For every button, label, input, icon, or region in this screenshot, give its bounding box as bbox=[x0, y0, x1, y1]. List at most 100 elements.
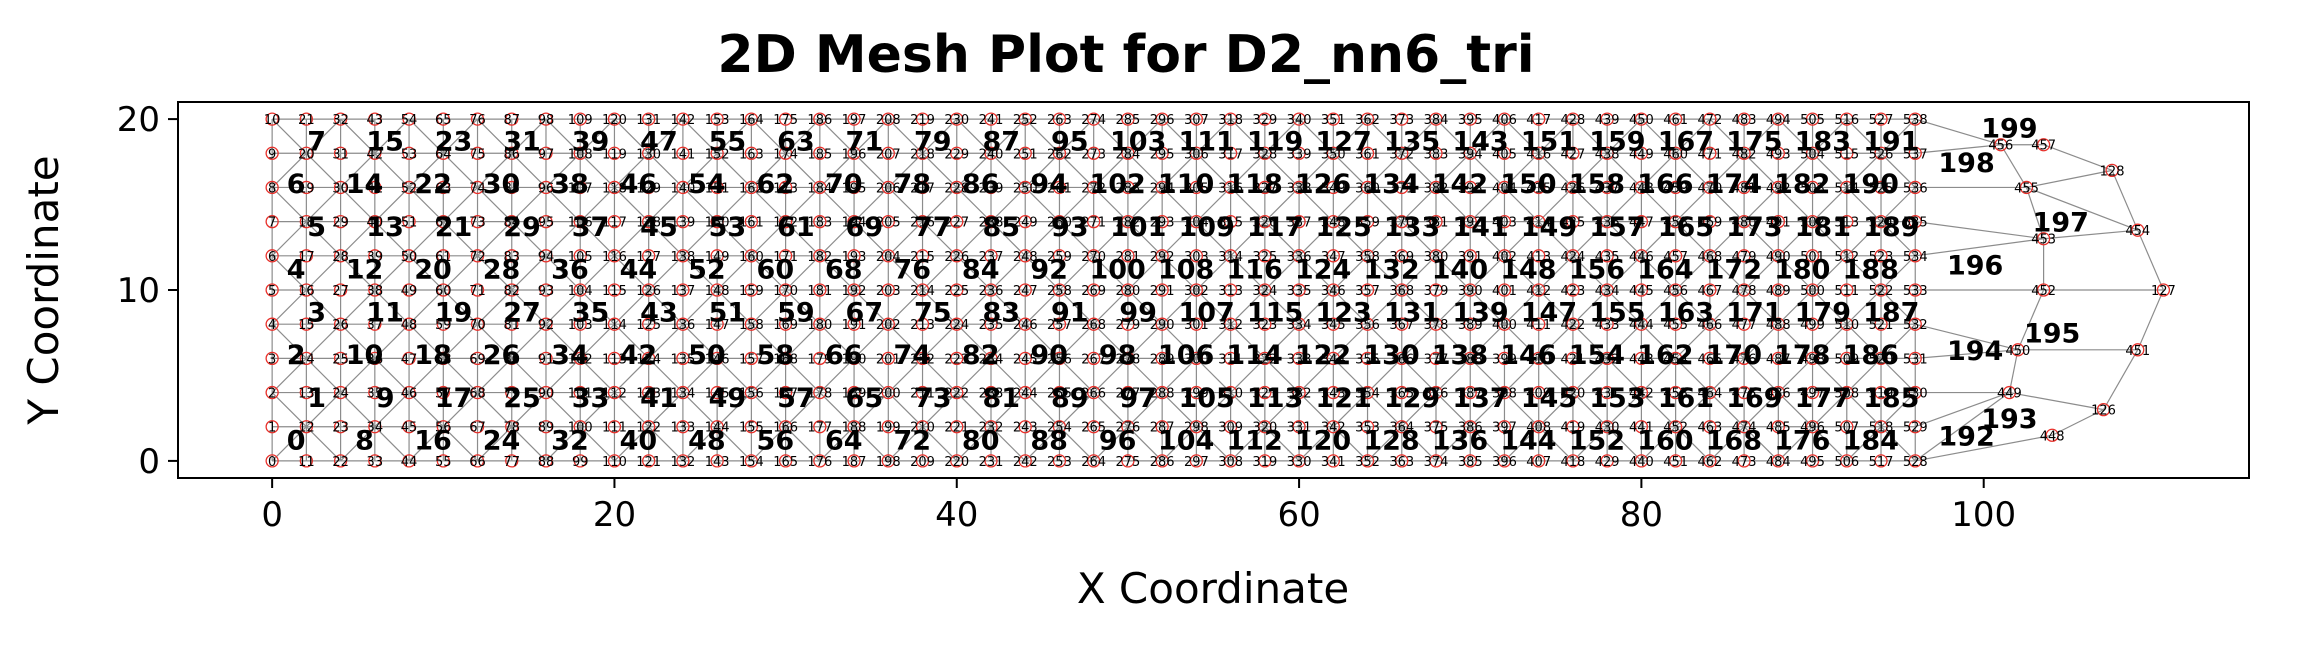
mesh-edge bbox=[614, 255, 650, 291]
mesh-node bbox=[1668, 214, 1683, 229]
mesh-node bbox=[1223, 249, 1238, 263]
node-label: 71 bbox=[469, 284, 486, 299]
mesh-node bbox=[1994, 138, 2008, 152]
node-label: 354 bbox=[1355, 387, 1380, 402]
mesh-node bbox=[1668, 454, 1683, 468]
node-label: 271 bbox=[1081, 216, 1106, 231]
node-label: 174 bbox=[773, 147, 798, 162]
mesh-node bbox=[915, 351, 930, 366]
mesh-node bbox=[368, 180, 382, 195]
mesh-node bbox=[368, 351, 382, 366]
mesh-node bbox=[333, 283, 348, 297]
mesh-edge bbox=[1675, 392, 1711, 428]
mesh-edge bbox=[1093, 118, 1129, 154]
node-label: 192 bbox=[842, 284, 867, 299]
mesh-node bbox=[744, 420, 759, 434]
element-label: 59 bbox=[777, 297, 815, 328]
element-label: 94 bbox=[1030, 169, 1068, 200]
mesh-edge bbox=[1777, 357, 1813, 393]
node-label: 61 bbox=[435, 250, 452, 265]
mesh-edge bbox=[819, 426, 855, 462]
element-label: 162 bbox=[1637, 340, 1693, 371]
mesh-edge bbox=[819, 255, 855, 291]
node-label: 305 bbox=[1184, 181, 1209, 196]
mesh-edge bbox=[1504, 255, 1540, 291]
element-label: 142 bbox=[1432, 169, 1488, 200]
mesh-edge bbox=[1743, 392, 1779, 428]
node-label: 432 bbox=[1595, 352, 1620, 367]
x-tick-label: 80 bbox=[1620, 495, 1663, 535]
mesh-edge bbox=[1024, 187, 1060, 223]
node-label: 494 bbox=[1766, 113, 1791, 128]
element-label: 118 bbox=[1226, 169, 1282, 200]
node-label: 366 bbox=[1389, 352, 1414, 367]
element-label: 34 bbox=[551, 340, 589, 371]
mesh-node bbox=[573, 146, 587, 160]
mesh-node bbox=[1668, 180, 1683, 195]
node-label: 88 bbox=[538, 455, 555, 470]
node-labels: 0123456789101112131415161718192021222324… bbox=[264, 113, 2176, 470]
node-label: 285 bbox=[1116, 113, 1141, 128]
mesh-edge bbox=[1880, 221, 1916, 257]
mesh-edge bbox=[1435, 187, 1471, 223]
mesh-node bbox=[1668, 249, 1683, 263]
mesh-node bbox=[1258, 420, 1272, 434]
mesh-node bbox=[676, 180, 690, 195]
node-label: 227 bbox=[944, 216, 969, 231]
mesh-edge bbox=[750, 152, 787, 188]
x-tick-label: 0 bbox=[261, 495, 283, 535]
mesh-edge bbox=[1367, 152, 1403, 188]
mesh-edge bbox=[1093, 187, 1129, 223]
mesh-edge bbox=[990, 187, 1026, 223]
node-label: 477 bbox=[1732, 318, 1757, 333]
mesh-edge bbox=[1298, 323, 1334, 359]
mesh-edge bbox=[442, 255, 478, 291]
mesh-edge bbox=[1640, 221, 1677, 257]
node-label: 402 bbox=[1492, 250, 1517, 265]
mesh-node bbox=[744, 214, 759, 229]
element-label: 13 bbox=[366, 212, 404, 243]
mesh-edge bbox=[340, 289, 376, 325]
mesh-edge bbox=[853, 152, 889, 188]
node-label: 127 bbox=[636, 250, 661, 265]
node-label: 287 bbox=[1150, 421, 1175, 436]
node-label: 323 bbox=[1252, 318, 1277, 333]
node-label: 217 bbox=[910, 181, 935, 196]
mesh-edge bbox=[853, 357, 889, 393]
mesh-edge bbox=[750, 289, 787, 325]
node-label: 412 bbox=[1526, 284, 1551, 299]
node-label: 167 bbox=[773, 387, 798, 402]
node-label: 23 bbox=[332, 421, 349, 436]
node-label: 337 bbox=[1287, 216, 1312, 231]
node-label: 461 bbox=[1663, 113, 1688, 128]
mesh-node bbox=[1292, 249, 1306, 263]
node-label: 98 bbox=[538, 113, 555, 128]
mesh-edge bbox=[1059, 187, 1095, 223]
node-label: 247 bbox=[1013, 284, 1038, 299]
mesh-node bbox=[1018, 180, 1032, 195]
element-label: 92 bbox=[1030, 255, 1068, 286]
mesh-edge bbox=[922, 357, 958, 393]
mesh-edge bbox=[374, 357, 410, 393]
node-label: 422 bbox=[1561, 318, 1586, 333]
node-label: 453 bbox=[2031, 233, 2056, 248]
mesh-node bbox=[1189, 112, 1204, 126]
node-label: 118 bbox=[602, 181, 627, 196]
node-label: 527 bbox=[1869, 113, 1894, 128]
mesh-edge bbox=[545, 255, 581, 291]
node-label: 280 bbox=[1116, 284, 1141, 299]
node-label: 16 bbox=[298, 284, 315, 299]
node-label: 380 bbox=[1424, 250, 1449, 265]
node-label: 173 bbox=[773, 181, 798, 196]
mesh-node bbox=[1155, 180, 1169, 195]
mesh-edge bbox=[1195, 187, 1232, 223]
node-label: 166 bbox=[773, 421, 798, 436]
mesh-node bbox=[1121, 146, 1135, 160]
mesh-node bbox=[402, 351, 416, 366]
mesh-edge bbox=[1435, 152, 1471, 188]
node-label: 149 bbox=[705, 250, 730, 265]
mesh-edge bbox=[990, 255, 1026, 291]
node-label: 472 bbox=[1697, 113, 1722, 128]
node-label: 245 bbox=[1013, 352, 1038, 367]
mesh-node bbox=[813, 180, 827, 195]
